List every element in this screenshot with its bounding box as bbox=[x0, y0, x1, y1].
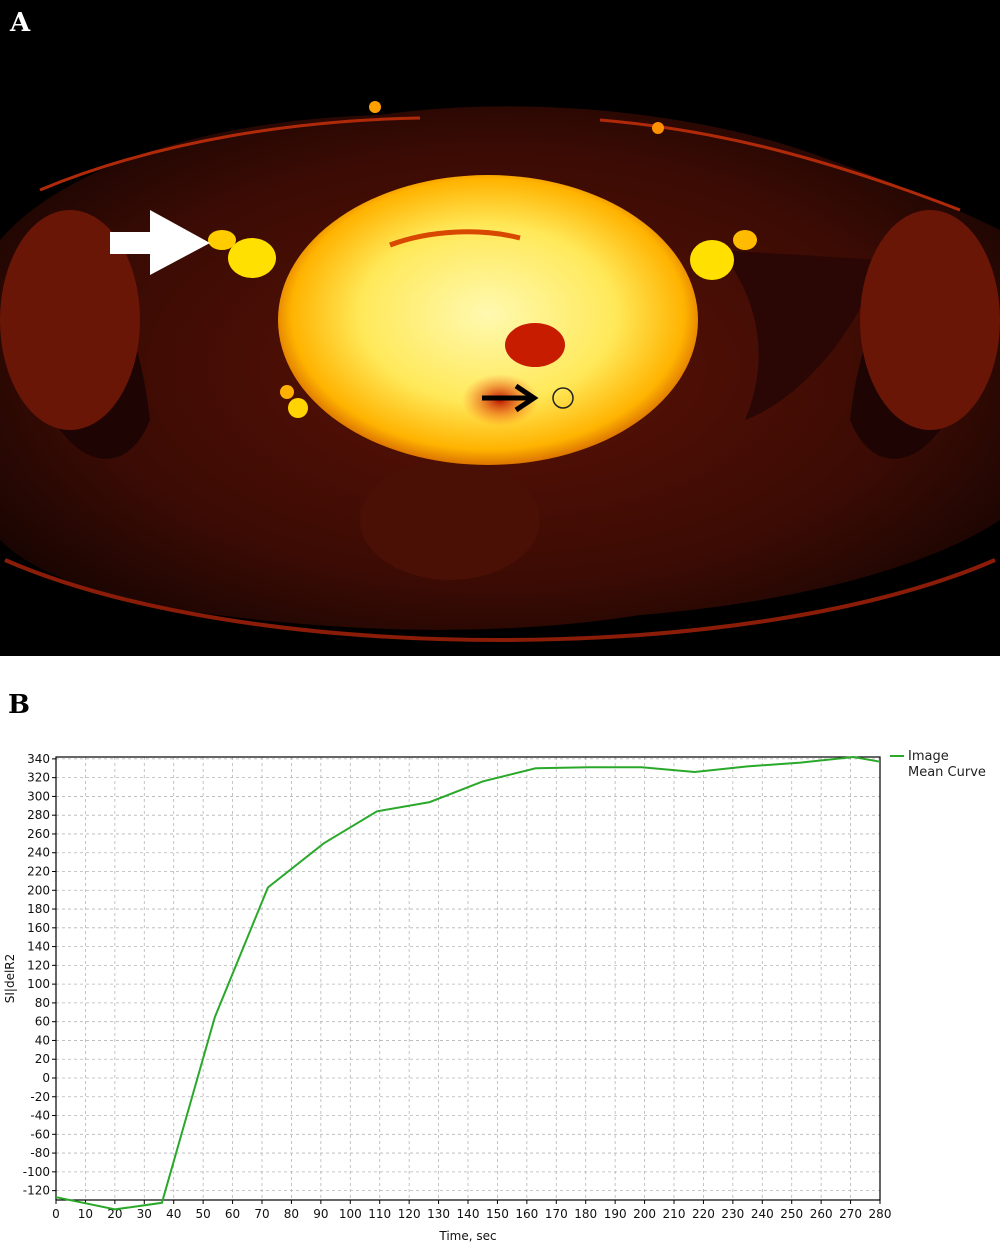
x-tick-label: 40 bbox=[166, 1207, 181, 1221]
x-tick-label: 190 bbox=[604, 1207, 627, 1221]
x-tick-label: 170 bbox=[545, 1207, 568, 1221]
x-tick-label: 110 bbox=[368, 1207, 391, 1221]
signal-intensity-chart: 3403203002802602402202001801601401201008… bbox=[3, 749, 986, 1243]
x-tick-label: 20 bbox=[107, 1207, 122, 1221]
x-tick-label: 210 bbox=[663, 1207, 686, 1221]
y-tick-label: 260 bbox=[27, 827, 50, 841]
panel-a-label: A bbox=[10, 8, 31, 38]
x-tick-label: 180 bbox=[574, 1207, 597, 1221]
black-arrow-icon bbox=[482, 383, 539, 413]
y-tick-label: 320 bbox=[27, 771, 50, 785]
y-tick-label: 220 bbox=[27, 865, 50, 879]
mri-image-panel bbox=[0, 0, 1000, 656]
x-tick-label: 270 bbox=[839, 1207, 862, 1221]
x-tick-label: 80 bbox=[284, 1207, 299, 1221]
x-tick-label: 240 bbox=[751, 1207, 774, 1221]
y-axis-title: SI|delR2 bbox=[3, 954, 17, 1004]
x-axis-ticks: 0 10 20 30 40 50 60 70 80 90 100 110 120 130 140 150 160… bbox=[52, 1200, 891, 1221]
chart-legend: Image Mean Curve bbox=[890, 749, 986, 780]
series-line bbox=[55, 755, 881, 1211]
x-tick-label: 230 bbox=[721, 1207, 744, 1221]
x-tick-label: 260 bbox=[810, 1207, 833, 1221]
white-arrow-icon bbox=[110, 210, 210, 275]
y-tick-label: 240 bbox=[27, 846, 50, 860]
y-tick-label: 80 bbox=[35, 996, 50, 1010]
y-tick-label: 180 bbox=[27, 902, 50, 916]
y-tick-label: 100 bbox=[27, 977, 50, 991]
x-tick-label: 60 bbox=[225, 1207, 240, 1221]
x-tick-label: 220 bbox=[692, 1207, 715, 1221]
x-tick-label: 120 bbox=[398, 1207, 421, 1221]
x-tick-label: 70 bbox=[254, 1207, 269, 1221]
panel-b-label: B bbox=[8, 690, 30, 720]
chart-grid bbox=[55, 757, 881, 1200]
y-tick-label: 20 bbox=[35, 1052, 50, 1066]
y-tick-label: -100 bbox=[23, 1165, 50, 1179]
y-tick-label: 120 bbox=[27, 958, 50, 972]
y-tick-label: 40 bbox=[35, 1033, 50, 1047]
x-tick-label: 100 bbox=[339, 1207, 362, 1221]
y-tick-label: 300 bbox=[27, 789, 50, 803]
x-tick-label: 30 bbox=[137, 1207, 152, 1221]
y-tick-label: -60 bbox=[30, 1127, 50, 1141]
y-tick-label: -80 bbox=[30, 1146, 50, 1160]
x-tick-label: 0 bbox=[52, 1207, 60, 1221]
y-tick-label: -20 bbox=[30, 1090, 50, 1104]
x-tick-label: 250 bbox=[780, 1207, 803, 1221]
x-tick-label: 150 bbox=[486, 1207, 509, 1221]
y-tick-label: -40 bbox=[30, 1109, 50, 1123]
x-axis-title: Time, sec bbox=[438, 1229, 496, 1243]
x-tick-label: 10 bbox=[78, 1207, 93, 1221]
x-tick-label: 200 bbox=[633, 1207, 656, 1221]
x-tick-label: 130 bbox=[427, 1207, 450, 1221]
y-tick-label: 0 bbox=[42, 1071, 50, 1085]
y-tick-label: 200 bbox=[27, 883, 50, 897]
y-tick-label: 60 bbox=[35, 1015, 50, 1029]
mri-scan-image bbox=[0, 101, 1000, 643]
y-tick-label: 340 bbox=[27, 752, 50, 766]
x-tick-label: 140 bbox=[457, 1207, 480, 1221]
x-tick-label: 90 bbox=[313, 1207, 328, 1221]
y-tick-label: 280 bbox=[27, 808, 50, 822]
x-tick-label: 50 bbox=[196, 1207, 211, 1221]
roi-marker bbox=[552, 387, 574, 409]
x-tick-label: 280 bbox=[869, 1207, 892, 1221]
legend-label: Image Mean Curve bbox=[908, 749, 986, 780]
y-tick-label: 140 bbox=[27, 940, 50, 954]
y-tick-label: -120 bbox=[23, 1184, 50, 1198]
y-axis-ticks: 3403203002802602402202001801601401201008… bbox=[23, 752, 56, 1198]
x-tick-label: 160 bbox=[515, 1207, 538, 1221]
y-tick-label: 160 bbox=[27, 921, 50, 935]
chart-series bbox=[55, 755, 881, 1211]
